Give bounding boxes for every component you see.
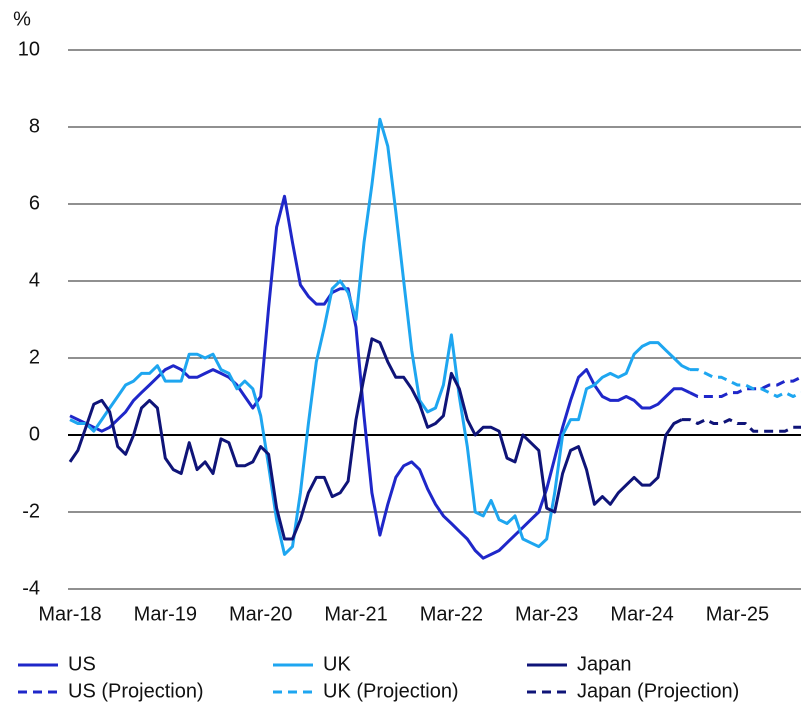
y-tick-label: 6	[29, 192, 40, 214]
y-tick-label: 10	[18, 38, 40, 60]
x-tick-label: Mar-20	[229, 603, 292, 625]
legend-label: US (Projection)	[68, 680, 204, 702]
series-line	[69, 194, 691, 560]
x-tick-label: Mar-21	[324, 603, 387, 625]
y-tick-label: 2	[29, 346, 40, 368]
y-tick-label: 4	[29, 269, 40, 291]
series-line	[69, 117, 691, 556]
series-line	[681, 418, 801, 433]
x-tick-label: Mar-18	[38, 603, 101, 625]
series-line	[68, 337, 683, 541]
legend-label: UK (Projection)	[323, 680, 459, 702]
y-tick-label: 0	[29, 423, 40, 445]
y-axis-label: %	[13, 8, 31, 30]
x-tick-label: Mar-24	[610, 603, 673, 625]
x-tick-label: Mar-22	[420, 603, 483, 625]
legend-label: Japan (Projection)	[577, 680, 739, 702]
series-line	[689, 375, 801, 398]
y-tick-label: 8	[29, 115, 40, 137]
legend-label: Japan	[577, 653, 632, 675]
legend-label: US	[68, 653, 96, 675]
series-line	[689, 368, 801, 398]
x-tick-label: Mar-23	[515, 603, 578, 625]
y-tick-label: -4	[22, 577, 40, 599]
x-tick-label: Mar-25	[706, 603, 769, 625]
legend-label: UK	[323, 653, 351, 675]
y-tick-label: -2	[22, 500, 40, 522]
x-tick-label: Mar-19	[134, 603, 197, 625]
